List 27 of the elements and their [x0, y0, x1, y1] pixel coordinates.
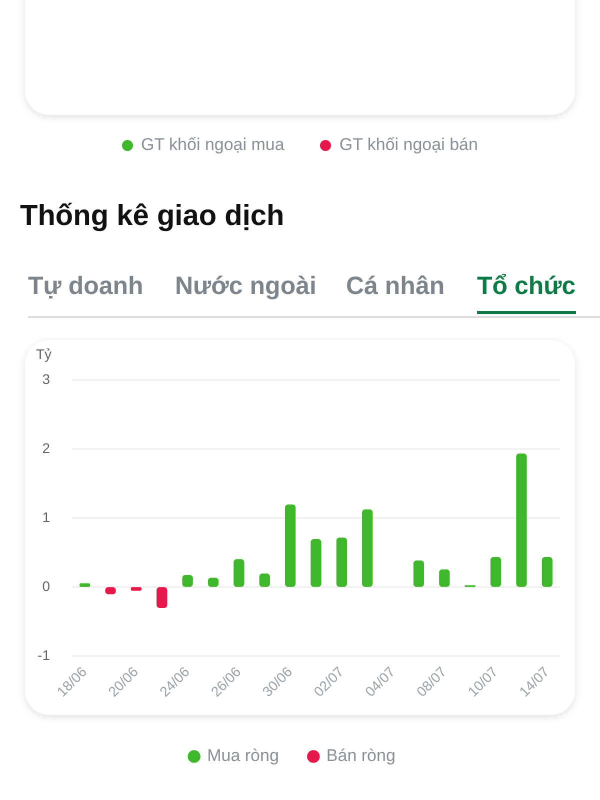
text: Cá nhân — [346, 272, 445, 302]
bar — [234, 559, 244, 587]
bar — [439, 569, 450, 587]
y-axis-title: Tỷ — [36, 346, 52, 362]
bar — [490, 557, 502, 587]
legend-label: Mua ròng — [207, 746, 279, 766]
bar — [284, 504, 296, 587]
bar — [156, 587, 168, 608]
legend-label: GT khối ngoại mua — [141, 135, 284, 155]
bar — [362, 509, 373, 587]
bar — [413, 560, 424, 587]
bar — [516, 454, 527, 587]
y-tick-label: 3 — [42, 370, 50, 387]
text: Nước ngoài — [175, 272, 316, 302]
legend-label: GT khối ngoại bán — [339, 135, 478, 155]
y-tick-label: -1 — [38, 646, 50, 663]
y-tick-label: 2 — [42, 440, 50, 456]
text: Tự doanh — [28, 272, 144, 302]
text: Tổ chức — [477, 272, 576, 314]
y-tick-label: 1 — [42, 508, 50, 525]
y-tick-label: 0 — [42, 578, 50, 594]
chart-title: Thống kê giao dịch — [20, 200, 284, 233]
bar — [542, 557, 552, 587]
legend-label: Bán ròng — [326, 746, 396, 766]
bar — [259, 574, 270, 587]
bar — [336, 538, 348, 587]
bar — [310, 539, 322, 587]
